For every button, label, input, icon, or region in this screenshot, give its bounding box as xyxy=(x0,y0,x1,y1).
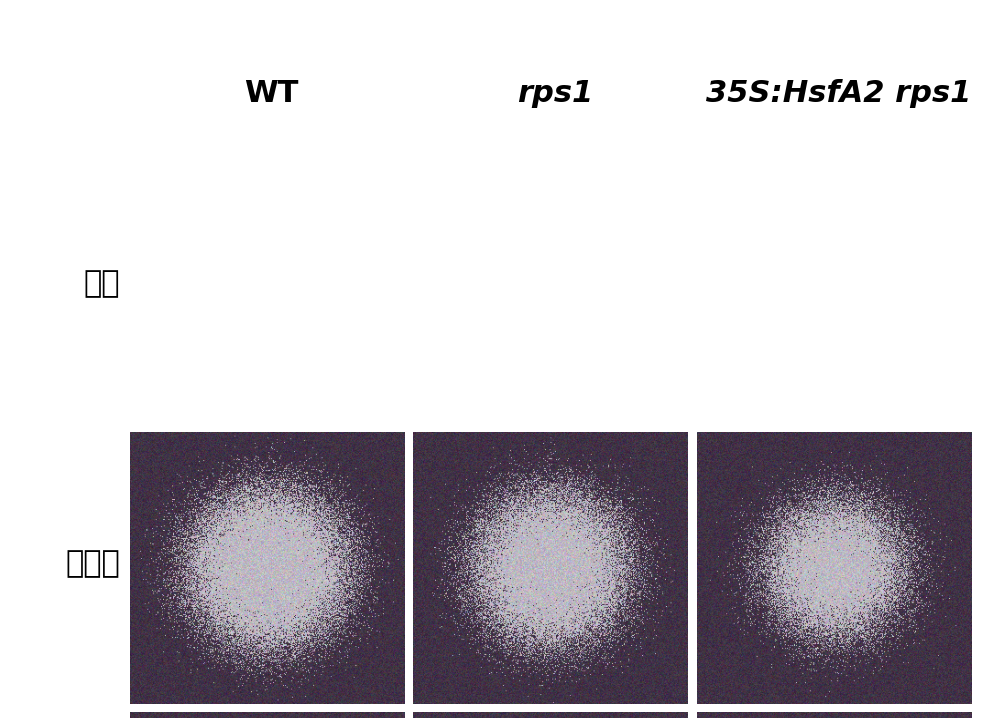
Text: WT: WT xyxy=(244,79,299,108)
Text: 对照: 对照 xyxy=(84,269,120,298)
Text: rps1: rps1 xyxy=(517,79,593,108)
Text: 热处理: 热处理 xyxy=(65,549,120,578)
Text: 35S:HsfA2 rps1: 35S:HsfA2 rps1 xyxy=(706,79,971,108)
